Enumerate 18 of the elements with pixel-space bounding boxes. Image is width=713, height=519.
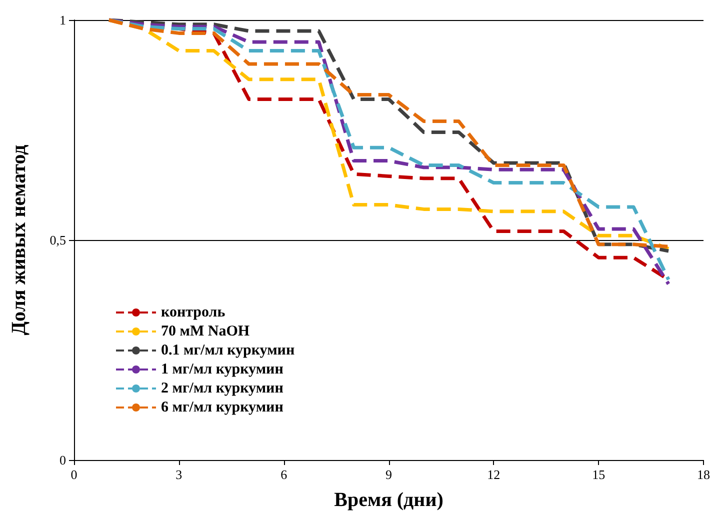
x-tick-label: 15	[592, 467, 606, 482]
y-tick-label: 0,5	[50, 232, 66, 248]
x-tick-label: 0	[70, 467, 78, 482]
x-tick-label: 9	[386, 467, 392, 482]
x-tick-label: 3	[176, 467, 182, 482]
y-axis-title: Доля живых нематод	[8, 144, 30, 336]
x-tick-label: 18	[697, 467, 710, 482]
legend-label: 70 мМ NaOH	[161, 324, 250, 340]
x-tick-label: 12	[487, 467, 500, 482]
x-tick-label: 6	[280, 467, 288, 482]
legend-label: контроль	[161, 304, 226, 320]
legend-label: 1 мг/мл куркумин	[161, 362, 284, 378]
y-tick-label: 0	[60, 452, 66, 468]
legend-label: 6 мг/мл куркумин	[161, 400, 284, 416]
legend-label: 0.1 мг/мл куркумин	[161, 342, 295, 358]
y-tick-label: 1	[60, 12, 66, 28]
x-axis-title: Время (дни)	[334, 489, 444, 511]
legend-label: 2 мг/мл куркумин	[161, 380, 284, 396]
